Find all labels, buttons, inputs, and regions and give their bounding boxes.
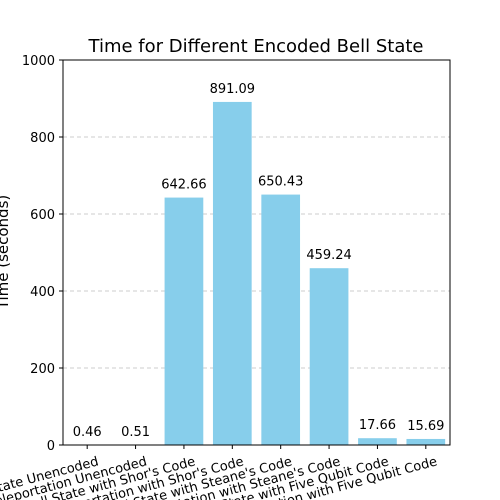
bar xyxy=(164,197,204,445)
chart-title: Time for Different Encoded Bell State xyxy=(88,36,424,57)
bar xyxy=(261,194,301,445)
grid-lines xyxy=(63,136,450,369)
y-axis-ticks: 0 200 400 600 800 1000 xyxy=(22,54,63,454)
data-label: 0.51 xyxy=(121,425,150,440)
y-tick-label: 200 xyxy=(30,362,55,377)
data-label: 17.66 xyxy=(359,418,396,433)
data-label: 642.66 xyxy=(161,178,207,193)
plot-frame xyxy=(62,59,451,446)
data-labels: 0.46 0.51 642.66 891.09 650.43 459.24 17.66 15.… xyxy=(73,82,445,440)
data-label: 459.24 xyxy=(306,248,352,263)
y-axis-title: Time (seconds) xyxy=(0,195,12,311)
y-tick-label: 0 xyxy=(47,439,55,454)
data-label: 891.09 xyxy=(210,82,256,97)
bar xyxy=(358,438,397,445)
y-tick-label: 1000 xyxy=(22,54,55,69)
bar xyxy=(406,438,446,445)
y-tick-label: 600 xyxy=(30,208,55,223)
y-tick-label: 800 xyxy=(30,131,55,146)
data-label: 0.46 xyxy=(73,425,102,440)
bar xyxy=(309,268,349,445)
bars xyxy=(67,101,446,445)
bar xyxy=(212,101,252,445)
data-label: 15.69 xyxy=(407,419,444,434)
y-tick-label: 400 xyxy=(30,285,55,300)
data-label: 650.43 xyxy=(258,175,304,190)
